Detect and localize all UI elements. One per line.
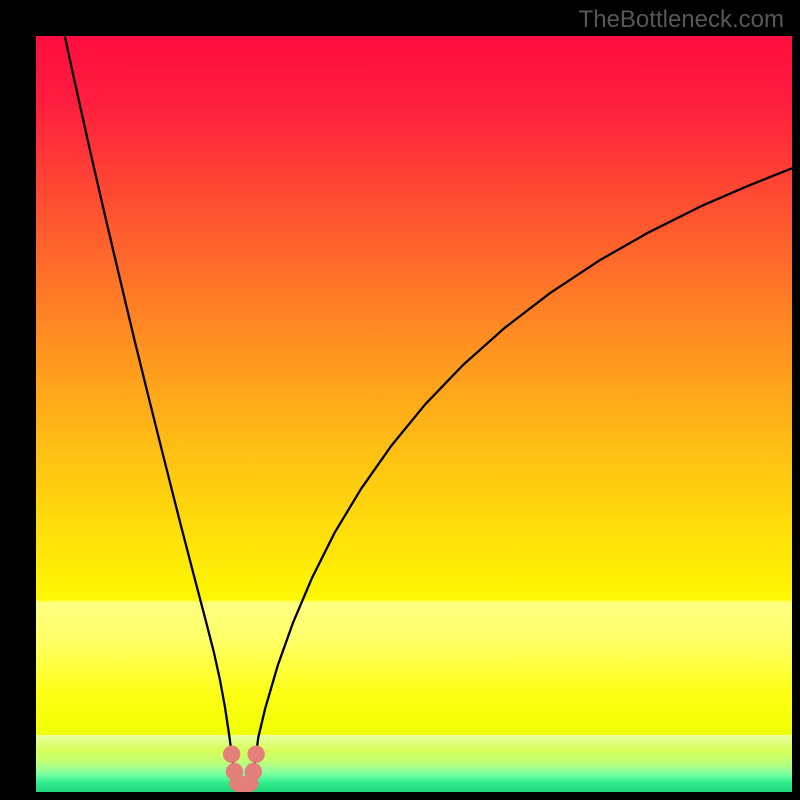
curve-marker (245, 763, 261, 779)
curve-marker (223, 746, 239, 762)
curve-marker (248, 746, 264, 762)
gradient-background (36, 36, 792, 792)
bottleneck-chart (36, 36, 792, 792)
watermark-text: TheBottleneck.com (579, 6, 784, 34)
